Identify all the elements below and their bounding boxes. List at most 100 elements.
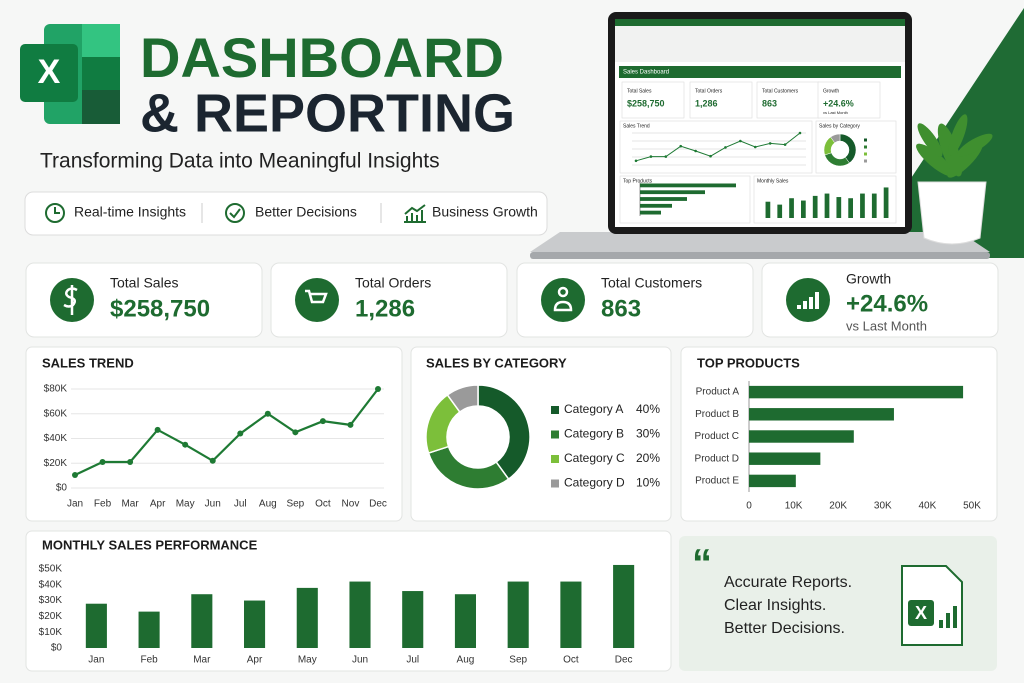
y-tick-label: $30K: [39, 595, 63, 606]
y-tick-label: $60K: [44, 408, 68, 419]
bar: [138, 611, 160, 648]
screen-kpi: [689, 81, 753, 119]
kpi-card: [270, 262, 508, 338]
screen-kpi-label: Total Sales: [627, 88, 652, 94]
x-tick-label: Dec: [369, 499, 387, 510]
legend-swatch: [551, 430, 559, 439]
screen-kpi: [621, 81, 685, 119]
bar: [836, 197, 842, 218]
title-line: & REPORTING: [140, 83, 515, 143]
x-tick-label: Jan: [67, 499, 83, 510]
kpi-glyph: [63, 285, 78, 315]
kpi-value: 1,286: [355, 295, 415, 322]
bar: [507, 581, 529, 648]
screen-kpi: [817, 81, 881, 119]
y-tick-label: $20K: [39, 611, 63, 622]
legend-swatch: [864, 138, 867, 142]
bar: [349, 581, 371, 648]
bar: [85, 603, 107, 648]
x-tick-label: Aug: [259, 499, 277, 510]
x-tick-label: Feb: [94, 499, 112, 510]
kpi-value: 863: [601, 295, 641, 322]
bar: [749, 452, 821, 465]
point: [664, 155, 668, 158]
bar: [801, 200, 806, 218]
bar: [402, 591, 424, 648]
bar: [765, 201, 771, 218]
y-tick-label: Product B: [695, 409, 739, 420]
bar: [244, 600, 266, 648]
legend-label: Category B: [564, 427, 624, 441]
y-tick-label: $0: [51, 643, 63, 654]
quote-line: Better Decisions.: [724, 620, 845, 637]
y-tick-label: Product C: [695, 431, 739, 442]
x-tick-label: Mar: [193, 655, 211, 666]
point: [209, 457, 216, 464]
y-tick-label: $0: [56, 483, 68, 494]
legend-value: 10%: [636, 476, 660, 490]
screen-kpi-label: Total Orders: [695, 88, 723, 94]
kpi-icon: [541, 278, 585, 322]
line: [635, 132, 801, 162]
screen-panel-title: Sales by Category: [819, 123, 860, 129]
point: [783, 143, 787, 146]
subtitle: Transforming Data into Meaningful Insigh…: [40, 150, 440, 173]
screen-panel-title: Top Products: [623, 178, 653, 184]
point: [182, 441, 189, 448]
point: [292, 429, 299, 436]
x-tick-label: Jul: [234, 499, 247, 510]
x-tick-label: Jun: [352, 655, 368, 666]
bar: [640, 203, 672, 208]
x-tick-label: Aug: [457, 655, 475, 666]
bar: [613, 564, 635, 648]
x-tick-label: May: [298, 655, 317, 666]
x-tick-label: Oct: [563, 655, 579, 666]
bar: [640, 190, 705, 195]
y-tick-label: $20K: [44, 458, 68, 469]
legend-label: Category C: [564, 451, 625, 465]
chart-title: SALES BY CATEGORY: [426, 355, 567, 370]
legend-swatch: [551, 455, 559, 463]
screen-panel-title: Monthly Sales: [757, 178, 789, 184]
feature-icons: [45, 203, 426, 223]
file-letter: X: [915, 603, 927, 623]
screen-kpi-value: 863: [762, 98, 777, 108]
x-tick-label: 50K: [963, 501, 981, 512]
legend-swatch: [864, 152, 867, 156]
point: [649, 155, 653, 158]
bar: [454, 594, 476, 648]
legend-swatch: [551, 406, 559, 414]
y-tick-label: Product A: [696, 387, 740, 398]
screen-panel: [619, 120, 813, 174]
y-tick-label: $50K: [39, 564, 63, 575]
point: [154, 426, 161, 433]
point: [679, 144, 683, 148]
bar: [871, 193, 877, 218]
excel-logo: X: [20, 24, 120, 124]
bar: [296, 587, 318, 648]
x-tick-label: Sep: [509, 655, 527, 666]
y-tick-label: Product D: [695, 453, 739, 464]
legend-label: Category A: [564, 402, 623, 416]
kpi-note: vs Last Month: [846, 318, 927, 333]
x-tick-label: 30K: [874, 501, 892, 512]
x-tick-label: 20K: [829, 501, 847, 512]
plant: [916, 114, 993, 245]
logo-letter: X: [38, 53, 61, 91]
kpi-icon: [295, 278, 339, 322]
kpi-icon: [786, 278, 830, 322]
point: [724, 146, 727, 149]
legend-value: 40%: [636, 402, 660, 416]
y-tick-label: $80K: [44, 384, 68, 395]
y-tick-label: $40K: [44, 433, 68, 444]
screen-panel-title: Sales Trend: [623, 123, 650, 129]
point: [237, 430, 244, 437]
point: [709, 154, 712, 158]
x-tick-label: Nov: [342, 499, 360, 510]
x-tick-label: Apr: [247, 655, 263, 666]
feature: Real-time Insights: [74, 204, 186, 220]
legend-swatch: [864, 145, 867, 149]
point: [99, 459, 106, 466]
kpi-glyph: [553, 286, 573, 312]
legend-label: Category D: [564, 476, 625, 490]
